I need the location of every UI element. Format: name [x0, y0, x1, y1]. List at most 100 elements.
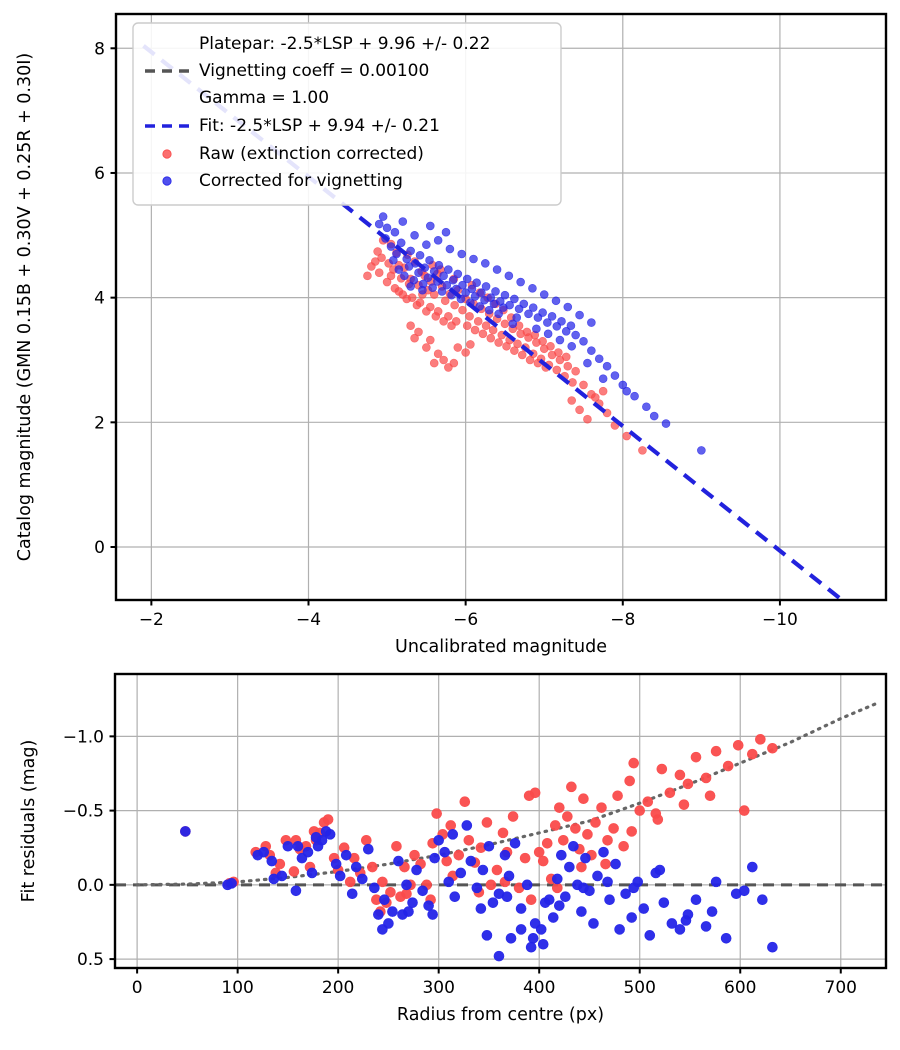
data-point: [570, 823, 581, 834]
data-point: [664, 787, 676, 799]
data-point: [415, 250, 425, 260]
data-point: [515, 903, 527, 914]
x-axis-label: Uncalibrated magnitude: [395, 637, 607, 657]
data-point: [480, 295, 489, 305]
data-point: [439, 271, 448, 281]
data-point: [418, 285, 427, 295]
data-point: [394, 265, 404, 274]
data-point: [583, 414, 592, 424]
data-point: [459, 796, 471, 808]
data-point: [470, 292, 480, 301]
data-point: [386, 271, 396, 281]
data-point: [556, 849, 567, 861]
data-point: [433, 349, 443, 359]
data-point: [610, 371, 620, 380]
data-point: [324, 829, 336, 840]
data-point: [678, 799, 690, 810]
data-point: [579, 380, 588, 390]
data-point: [477, 864, 489, 876]
data-point: [410, 333, 419, 343]
data-point: [512, 313, 522, 322]
data-point: [524, 309, 533, 319]
data-point: [481, 282, 491, 291]
data-point: [592, 870, 603, 882]
y-tick-label: 0.0: [77, 876, 104, 896]
data-point: [501, 891, 513, 903]
data-point: [470, 325, 480, 335]
data-point: [467, 284, 477, 294]
data-point: [543, 894, 555, 906]
data-point: [429, 852, 440, 864]
legend-item[interactable]: Raw (extinction corrected): [162, 144, 424, 164]
data-point: [732, 739, 744, 751]
legend-label: Platepar: -2.5*LSP + 9.96 +/- 0.22: [199, 34, 490, 54]
data-point: [282, 840, 294, 852]
x-tick-label: −8: [610, 610, 635, 630]
data-point: [747, 861, 758, 873]
data-point: [491, 864, 503, 876]
data-point: [433, 834, 444, 846]
data-point: [306, 867, 318, 879]
data-point: [529, 787, 541, 799]
x-tick-label: −2: [139, 610, 164, 630]
data-point: [462, 274, 472, 284]
legend-item[interactable]: Fit: -2.5*LSP + 9.94 +/- 0.21: [145, 116, 440, 136]
data-point: [486, 333, 496, 343]
data-point: [596, 802, 607, 813]
data-point: [503, 870, 515, 882]
data-point: [587, 318, 596, 327]
legend-label: Fit: -2.5*LSP + 9.94 +/- 0.21: [199, 116, 440, 136]
x-tick-label: 300: [422, 978, 454, 998]
data-point: [445, 820, 457, 831]
data-point: [378, 212, 388, 221]
data-point: [423, 273, 433, 283]
data-point: [652, 814, 664, 825]
data-point: [500, 319, 510, 329]
data-point: [515, 924, 527, 935]
data-point: [519, 852, 531, 864]
data-point: [360, 834, 372, 846]
data-point: [656, 763, 668, 775]
data-point: [363, 843, 374, 855]
data-point: [547, 912, 559, 923]
data-point: [492, 265, 502, 274]
data-point: [532, 324, 541, 334]
data-point: [575, 310, 584, 320]
data-point: [630, 391, 639, 401]
data-point: [386, 242, 396, 251]
legend-item[interactable]: Vignetting coeff = 0.00100: [145, 61, 429, 81]
data-point: [450, 300, 459, 310]
data-point: [528, 283, 537, 293]
legend-item[interactable]: Gamma = 1.00: [199, 88, 329, 108]
plot-area: [115, 702, 886, 962]
data-point: [575, 405, 584, 415]
legend-item[interactable]: Platepar: -2.5*LSP + 9.96 +/- 0.22: [199, 34, 490, 54]
legend-item[interactable]: Corrected for vignetting: [162, 171, 403, 191]
data-point: [604, 894, 615, 906]
data-point: [566, 781, 577, 793]
data-point: [406, 246, 415, 256]
data-point: [560, 891, 571, 903]
data-point: [747, 748, 758, 760]
data-point: [411, 864, 422, 876]
y-tick-label: 0.5: [77, 950, 104, 970]
data-point: [434, 260, 444, 270]
data-point: [767, 941, 778, 953]
data-point: [674, 924, 686, 935]
data-point: [710, 876, 722, 888]
data-point: [393, 855, 404, 867]
data-point: [618, 380, 628, 390]
data-point: [350, 861, 362, 873]
data-point: [422, 343, 431, 352]
data-point: [488, 325, 498, 335]
data-point: [226, 878, 237, 889]
data-point: [449, 891, 461, 903]
data-point: [590, 393, 600, 402]
data-point: [377, 253, 386, 263]
data-point: [425, 335, 435, 345]
data-point: [463, 834, 475, 846]
y-tick-label: 8: [94, 39, 105, 59]
data-point: [346, 888, 358, 900]
data-point: [551, 873, 563, 885]
